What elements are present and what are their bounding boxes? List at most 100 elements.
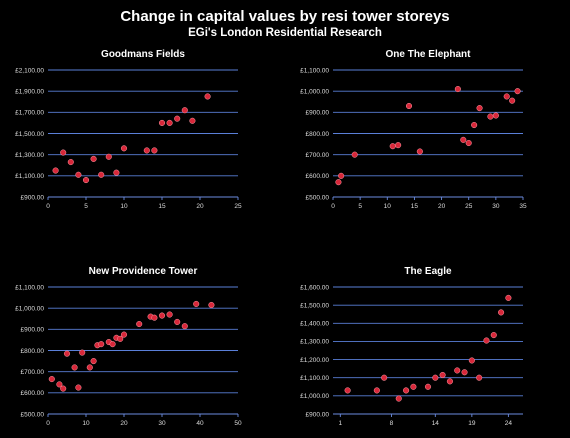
data-point	[204, 93, 211, 100]
data-point	[439, 371, 446, 379]
x-tick-label: 19	[468, 420, 476, 427]
data-point	[71, 364, 78, 371]
data-point	[75, 171, 82, 178]
chart-new-providence-tower: New Providence Tower £500.00 £600.00 £700.0…	[15, 266, 242, 427]
data-point	[344, 387, 351, 394]
data-point	[181, 107, 188, 114]
data-point	[52, 167, 59, 174]
x-tick-label: 35	[519, 203, 527, 210]
y-tick-label: £1,900.00	[15, 88, 44, 95]
data-point	[476, 374, 483, 381]
y-tick-label: £1,500.00	[15, 131, 44, 138]
data-point	[60, 149, 67, 156]
x-tick-label: 10	[82, 420, 90, 427]
chart-one-the-elephant: One The Elephant £500.00 £600.00 £700.00 £80…	[300, 49, 527, 210]
x-tick-label: 20	[120, 420, 128, 427]
y-tick-label: £900.00	[306, 411, 330, 418]
y-tick-label: £1,000.00	[300, 88, 329, 95]
data-point	[86, 364, 93, 371]
page-title: Change in capital values by resi tower s…	[120, 8, 450, 25]
x-tick-label: 24	[505, 420, 513, 427]
data-point	[424, 383, 432, 390]
chart-goodmans-fields: Goodmans Fields £900.00 £1,100.00 £1,300.00…	[15, 49, 242, 210]
y-tick-label: £1,000.00	[15, 305, 44, 312]
data-point	[461, 369, 468, 376]
data-point	[351, 151, 358, 158]
data-point	[48, 376, 55, 383]
data-point	[335, 179, 342, 186]
y-tick-label: £2,100.00	[15, 67, 44, 74]
data-point	[487, 113, 494, 120]
x-tick-label: 15	[411, 203, 419, 210]
data-point	[90, 358, 97, 365]
data-point	[56, 381, 63, 388]
y-tick-label: £800.00	[306, 131, 330, 138]
y-tick-label: £1,100.00	[300, 67, 329, 74]
x-tick-label: 20	[438, 203, 446, 210]
data-point	[490, 332, 497, 339]
data-point	[120, 331, 128, 338]
x-tick-label: 0	[46, 420, 50, 427]
data-point	[181, 323, 188, 330]
y-tick-label: £500.00	[21, 411, 45, 418]
y-tick-label: £1,200.00	[300, 357, 329, 364]
chart-the-eagle: The Eagle £900.00 £1,000.00 £1,100.00 £1,200…	[300, 266, 523, 427]
y-tick-label: £1,300.00	[300, 339, 329, 346]
data-point	[446, 378, 453, 385]
x-tick-label: 50	[234, 420, 242, 427]
data-point	[389, 143, 396, 150]
y-tick-label: £800.00	[21, 348, 45, 355]
page-subtitle: EGi's London Residential Research	[188, 27, 382, 39]
chart-title: One The Elephant	[385, 49, 471, 60]
y-tick-label: £1,100.00	[300, 375, 329, 382]
data-point	[483, 337, 490, 344]
data-point	[75, 384, 82, 391]
x-tick-label: 5	[358, 203, 362, 210]
data-point	[468, 357, 475, 364]
data-point	[505, 294, 512, 301]
x-tick-label: 25	[234, 203, 242, 210]
y-tick-label: £1,500.00	[300, 302, 329, 309]
y-tick-label: £700.00	[306, 152, 330, 159]
data-point	[465, 139, 472, 147]
x-tick-label: 10	[120, 203, 128, 210]
data-point	[454, 86, 461, 93]
data-point	[105, 153, 112, 160]
data-point	[60, 385, 67, 392]
x-tick-label: 0	[331, 203, 335, 210]
y-tick-label: £700.00	[21, 369, 45, 376]
chart-title: Goodmans Fields	[101, 49, 185, 60]
data-point	[158, 312, 166, 319]
x-tick-label: 25	[465, 203, 473, 210]
chart-title: New Providence Tower	[89, 266, 198, 277]
data-point	[98, 341, 105, 348]
data-point	[82, 177, 90, 184]
data-point	[120, 145, 128, 152]
data-point	[476, 105, 483, 112]
y-tick-label: £1,100.00	[15, 173, 44, 180]
y-tick-label: £1,300.00	[15, 152, 44, 159]
data-point	[189, 117, 196, 124]
data-point	[509, 97, 516, 104]
y-tick-label: £900.00	[306, 110, 330, 117]
data-point	[79, 349, 86, 356]
data-point	[338, 172, 345, 179]
y-tick-label: £600.00	[21, 390, 45, 397]
x-tick-label: 14	[432, 420, 440, 427]
y-tick-label: £500.00	[306, 194, 330, 201]
data-point	[90, 155, 97, 162]
data-point	[498, 309, 505, 316]
y-tick-label: £1,600.00	[300, 284, 329, 291]
data-point	[410, 383, 417, 390]
data-point	[405, 102, 413, 110]
data-point	[432, 374, 439, 381]
data-point	[373, 387, 380, 394]
data-point	[208, 301, 215, 309]
data-point	[454, 367, 461, 374]
data-point	[67, 159, 74, 166]
x-tick-label: 30	[158, 420, 166, 427]
data-point	[113, 169, 120, 176]
data-point	[395, 142, 402, 149]
data-point	[460, 136, 467, 143]
data-point	[151, 147, 158, 154]
